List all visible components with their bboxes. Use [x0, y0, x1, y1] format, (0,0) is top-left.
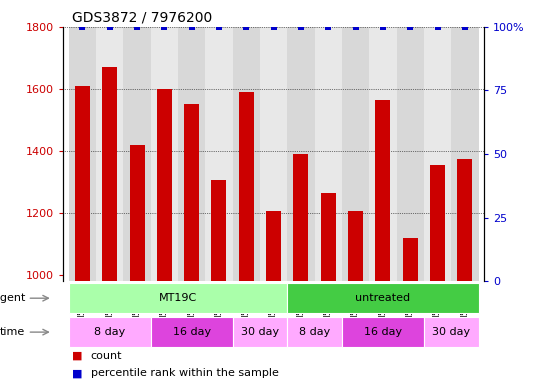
Bar	[129, 145, 145, 281]
Bar	[403, 238, 418, 281]
Point	[378, 24, 387, 30]
Bar	[233, 317, 287, 348]
Point	[187, 24, 196, 30]
Bar	[69, 27, 96, 281]
Bar	[239, 92, 254, 281]
Bar	[266, 212, 281, 281]
Bar	[294, 154, 309, 281]
Bar	[451, 27, 478, 281]
Text: 16 day: 16 day	[364, 327, 402, 337]
Point	[433, 24, 442, 30]
Bar	[287, 317, 342, 348]
Point	[324, 24, 333, 30]
Bar	[424, 317, 478, 348]
Text: 8 day: 8 day	[94, 327, 125, 337]
Bar	[430, 165, 445, 281]
Bar	[424, 27, 451, 281]
Bar	[342, 317, 424, 348]
Bar	[376, 100, 390, 281]
Text: 8 day: 8 day	[299, 327, 330, 337]
Bar	[157, 89, 172, 281]
Bar	[151, 317, 233, 348]
Point	[406, 24, 415, 30]
Point	[160, 24, 169, 30]
Text: GDS3872 / 7976200: GDS3872 / 7976200	[72, 10, 212, 24]
Bar	[205, 27, 233, 281]
Bar	[184, 104, 199, 281]
Bar	[102, 67, 117, 281]
Text: percentile rank within the sample: percentile rank within the sample	[91, 368, 278, 378]
Bar	[75, 86, 90, 281]
Text: count: count	[91, 351, 122, 361]
Text: MT19C: MT19C	[159, 293, 197, 303]
Text: 16 day: 16 day	[173, 327, 211, 337]
Text: ■: ■	[72, 368, 82, 378]
Text: untreated: untreated	[355, 293, 410, 303]
Point	[351, 24, 360, 30]
Point	[78, 24, 87, 30]
Bar	[233, 27, 260, 281]
Text: time: time	[0, 327, 25, 337]
Bar	[96, 27, 123, 281]
Point	[105, 24, 114, 30]
Text: agent: agent	[0, 293, 25, 303]
Point	[270, 24, 278, 30]
Bar	[151, 27, 178, 281]
Point	[133, 24, 141, 30]
Bar	[260, 27, 287, 281]
Bar	[69, 317, 151, 348]
Bar	[348, 212, 363, 281]
Bar	[342, 27, 369, 281]
Bar	[458, 159, 472, 281]
Text: 30 day: 30 day	[432, 327, 470, 337]
Text: ■: ■	[72, 351, 82, 361]
Point	[460, 24, 469, 30]
Point	[214, 24, 223, 30]
Point	[242, 24, 251, 30]
Point	[296, 24, 305, 30]
Bar	[397, 27, 424, 281]
Bar	[369, 27, 397, 281]
Bar	[211, 180, 227, 281]
Bar	[287, 283, 478, 313]
Bar	[178, 27, 205, 281]
Bar	[321, 193, 336, 281]
Bar	[123, 27, 151, 281]
Text: 30 day: 30 day	[241, 327, 279, 337]
Bar	[287, 27, 315, 281]
Bar	[69, 283, 287, 313]
Bar	[315, 27, 342, 281]
